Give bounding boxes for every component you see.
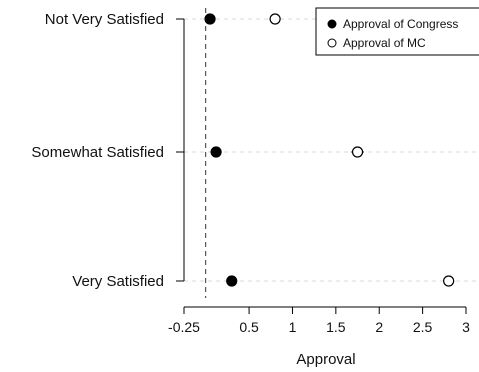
point-approval-of-mc bbox=[269, 13, 281, 25]
gridlines bbox=[184, 18, 479, 282]
legend-label-approval-of-congress: Approval of Congress bbox=[343, 17, 458, 31]
legend-box bbox=[315, 7, 479, 56]
x-tick-label: 0.5 bbox=[239, 319, 259, 335]
x-tick-label: 2 bbox=[375, 319, 383, 335]
y-tick-label: Somewhat Satisfied bbox=[31, 144, 164, 161]
x-tick-label: 3 bbox=[462, 319, 470, 335]
legend-marker-approval-of-congress bbox=[327, 19, 337, 29]
x-tick-label: 1.5 bbox=[326, 319, 346, 335]
legend-label-approval-of-mc: Approval of MC bbox=[343, 36, 426, 50]
legend-marker-approval-of-mc bbox=[327, 38, 337, 48]
y-axis: Not Very Satisfied Somewhat Satisfied Very… bbox=[31, 11, 185, 290]
x-axis-title: Approval bbox=[296, 351, 355, 368]
point-approval-of-congress bbox=[226, 275, 238, 287]
legend: Approval of Congress Approval of MC bbox=[315, 7, 479, 56]
point-approval-of-mc bbox=[351, 146, 364, 158]
x-axis: -0.25 0.5 1 1.5 2 2.5 3 bbox=[168, 306, 470, 335]
x-tick-label: -0.25 bbox=[168, 319, 200, 335]
point-approval-of-mc bbox=[443, 275, 455, 287]
x-tick-label: 2.5 bbox=[413, 319, 433, 335]
x-tick-label: 1 bbox=[289, 319, 297, 335]
point-approval-of-congress bbox=[210, 146, 222, 158]
data-points bbox=[204, 13, 455, 287]
y-tick-label: Not Very Satisfied bbox=[45, 11, 164, 28]
y-tick-label: Very Satisfied bbox=[72, 273, 164, 290]
point-approval-of-congress bbox=[204, 13, 216, 25]
